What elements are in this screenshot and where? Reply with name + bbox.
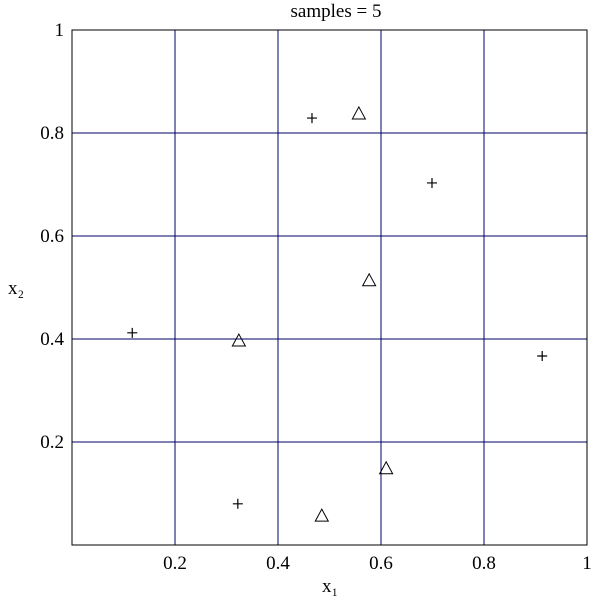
- point-plus: [232, 498, 243, 509]
- x-tick-label: 1: [582, 553, 592, 574]
- point-triangle: [351, 105, 367, 120]
- y-axis-label: x₂: [8, 278, 24, 299]
- chart-title: samples = 5: [291, 1, 382, 22]
- point-plus: [537, 350, 548, 361]
- y-tick-label: 0.4: [40, 329, 64, 350]
- x-tick-label: 0.2: [163, 553, 187, 574]
- y-tick-label: 1: [55, 20, 65, 41]
- point-plus: [127, 327, 138, 338]
- point-plus: [426, 177, 437, 188]
- y-tick-label: 0.2: [40, 432, 64, 453]
- y-tick-label: 0.6: [40, 226, 64, 247]
- point-triangle: [231, 333, 247, 347]
- x-axis-label: x₁: [322, 576, 338, 597]
- point-plus: [306, 113, 317, 124]
- x-tick-label: 0.8: [472, 553, 496, 574]
- point-triangle: [378, 460, 394, 475]
- x-tick-label: 0.6: [369, 553, 393, 574]
- point-triangle: [361, 272, 377, 287]
- point-triangle: [314, 508, 330, 522]
- plot-frame: [71, 29, 588, 546]
- x-tick-label: 0.4: [266, 553, 290, 574]
- y-tick-label: 0.8: [40, 123, 64, 144]
